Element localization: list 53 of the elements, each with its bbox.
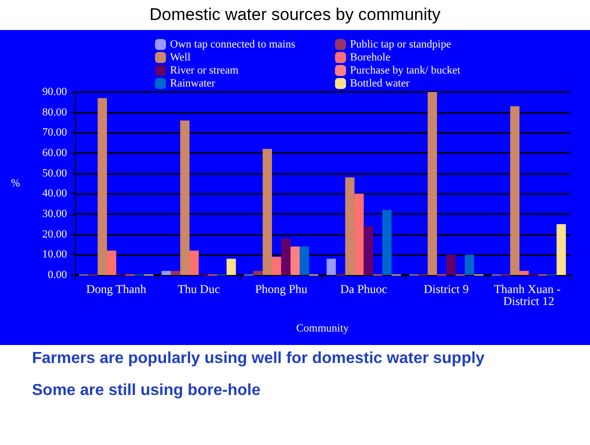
legend-label: Purchase by tank/ bucket <box>350 64 460 76</box>
y-tick-label: 0.00 <box>48 269 68 281</box>
bar <box>189 250 199 275</box>
y-tick-label: 20.00 <box>42 228 68 240</box>
x-tick-label: Thanh Xuan - District 12 <box>494 282 564 308</box>
bar <box>364 226 374 275</box>
bar <box>354 194 364 275</box>
y-tick-label: 80.00 <box>42 106 68 118</box>
x-tick-label: District 9 <box>424 282 469 296</box>
bar <box>510 106 520 275</box>
chart-title: Domestic water sources by community <box>148 4 442 26</box>
text: Some are still using bore-hole <box>32 381 262 401</box>
bar <box>226 258 236 275</box>
x-tick-label: Thu Duc <box>178 282 220 296</box>
bar <box>180 120 190 275</box>
bar <box>272 256 282 275</box>
y-tick-label: 90.00 <box>42 86 68 98</box>
legend-label: River or stream <box>170 64 239 76</box>
bar <box>290 246 300 275</box>
bar <box>428 92 437 275</box>
bar <box>262 148 272 275</box>
text: Farmers are popularly using well for domestic water supply <box>32 349 486 369</box>
y-tick-label: 40.00 <box>42 188 68 200</box>
bar <box>162 270 171 275</box>
y-tick-label: 30.00 <box>42 208 68 220</box>
legend-label: Public tap or standpipe <box>350 38 452 50</box>
x-axis-title: Community <box>296 322 350 334</box>
x-tick-label: Phong Phu <box>255 282 308 296</box>
bar <box>170 270 180 275</box>
y-tick-label: 60.00 <box>42 147 68 159</box>
y-tick-label: 10.00 <box>42 248 68 261</box>
y-axis-title: % <box>10 178 20 190</box>
bar <box>556 224 566 275</box>
bar <box>106 250 116 275</box>
legend-label: Borehole <box>350 52 390 64</box>
bar <box>519 270 529 275</box>
legend-label: Well <box>170 52 190 64</box>
bar <box>98 98 107 275</box>
y-tick-label: 50.00 <box>42 167 68 180</box>
legend-label: Rainwater <box>170 78 216 90</box>
y-tick-label: 70.00 <box>42 126 68 139</box>
bar <box>326 258 336 275</box>
legend-label: Bottled water <box>350 78 410 90</box>
x-tick-label: Da Phuoc <box>340 282 388 296</box>
bar <box>281 238 291 275</box>
legend-label: Own tap connected to mains <box>170 38 296 50</box>
bar <box>300 246 310 275</box>
bar <box>345 177 354 275</box>
bar <box>382 210 392 275</box>
x-tick-label: Dong Thanh <box>86 282 146 296</box>
bar <box>253 270 263 275</box>
bar <box>446 254 456 275</box>
bar <box>464 254 474 275</box>
